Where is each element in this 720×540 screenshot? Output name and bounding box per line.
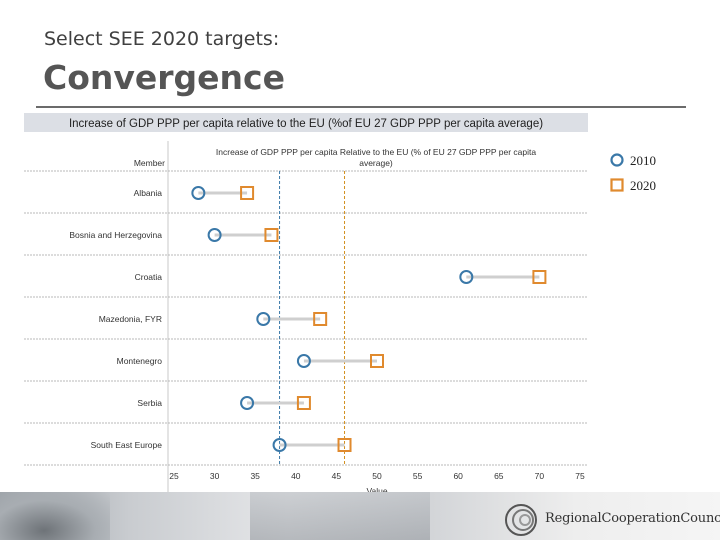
- point-2010: [240, 396, 255, 410]
- legend-label: 2020: [630, 178, 656, 193]
- x-tick-label: 45: [332, 471, 342, 481]
- x-tick-label: 65: [494, 471, 504, 481]
- category-label: Montenegro: [117, 356, 163, 366]
- x-tick-label: 50: [372, 471, 382, 481]
- footer-photo-shape: [0, 492, 110, 540]
- chart-panel: Increase of GDP PPP per capita relative …: [24, 113, 588, 503]
- point-2010: [256, 312, 271, 326]
- x-tick-label: 25: [169, 471, 179, 481]
- point-2020: [296, 396, 311, 410]
- dot-plot-chart: Increase of GDP PPP per capita relative …: [24, 113, 588, 498]
- slide-subtitle: Select SEE 2020 targets:: [44, 28, 280, 50]
- point-2010: [459, 270, 474, 284]
- point-2020: [264, 228, 279, 242]
- legend-item-2020: 2020: [608, 177, 698, 202]
- measure-header: Increase of GDP PPP per capita Relative …: [216, 147, 536, 157]
- square-marker-icon: [610, 178, 624, 192]
- chart-title: Increase of GDP PPP per capita relative …: [69, 118, 543, 130]
- row-header: Member: [134, 158, 165, 168]
- x-tick-label: 55: [413, 471, 423, 481]
- x-tick-label: 40: [291, 471, 301, 481]
- x-tick-label: 35: [250, 471, 260, 481]
- x-tick-label: 30: [210, 471, 220, 481]
- point-2010: [191, 186, 206, 200]
- category-label: Serbia: [137, 398, 162, 408]
- point-2010: [207, 228, 222, 242]
- point-2020: [313, 312, 328, 326]
- category-label: Albania: [134, 188, 163, 198]
- x-tick-label: 70: [535, 471, 545, 481]
- point-2020: [370, 354, 384, 368]
- x-tick-label: 60: [453, 471, 463, 481]
- point-2020: [532, 270, 547, 284]
- category-label: Croatia: [135, 272, 163, 282]
- title-divider: [36, 106, 686, 108]
- legend-item-2010: 2010: [608, 152, 698, 177]
- organization-name: RegionalCooperationCouncil: [545, 511, 720, 526]
- chart-legend: 2010 2020: [608, 152, 698, 202]
- footer-photo-shape: [250, 492, 430, 540]
- category-label: South East Europe: [91, 440, 163, 450]
- point-2010: [296, 354, 311, 368]
- category-label: Bosnia and Herzegovina: [69, 230, 162, 240]
- x-tick-label: 75: [575, 471, 585, 481]
- point-2020: [240, 186, 255, 200]
- footer-photo-band: [0, 492, 720, 540]
- point-2020: [337, 438, 352, 452]
- legend-label: 2010: [630, 153, 656, 168]
- measure-header: average): [359, 158, 393, 168]
- slide-title: Convergence: [43, 58, 285, 97]
- x-axis-label: Value: [366, 486, 387, 496]
- circle-marker-icon: [610, 153, 624, 167]
- point-2010: [272, 438, 287, 452]
- category-label: Mazedonia, FYR: [99, 314, 162, 324]
- rcc-logo-icon: [505, 504, 537, 536]
- chart-title-band: [24, 113, 588, 132]
